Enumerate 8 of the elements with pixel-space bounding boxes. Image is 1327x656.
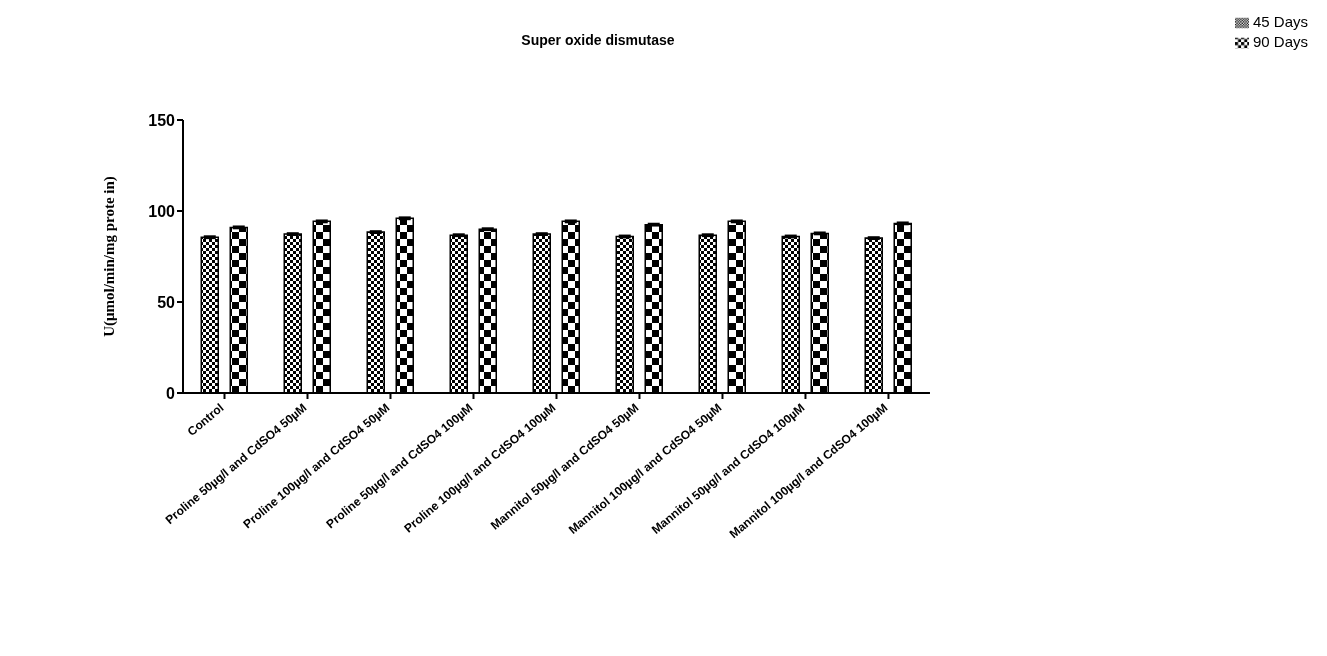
legend-label: 90 Days xyxy=(1252,33,1308,50)
y-tick-label: 150 xyxy=(148,111,176,129)
y-tick-label: 100 xyxy=(148,202,176,220)
y-tick-label: 50 xyxy=(157,293,176,311)
y-tick-label: 0 xyxy=(166,384,176,402)
y-axis-title: U(μmol/min/mg prote in) xyxy=(101,176,119,337)
legend-label: 45 Days xyxy=(1252,13,1308,30)
chart-title: Super oxide dismutase xyxy=(520,32,676,48)
